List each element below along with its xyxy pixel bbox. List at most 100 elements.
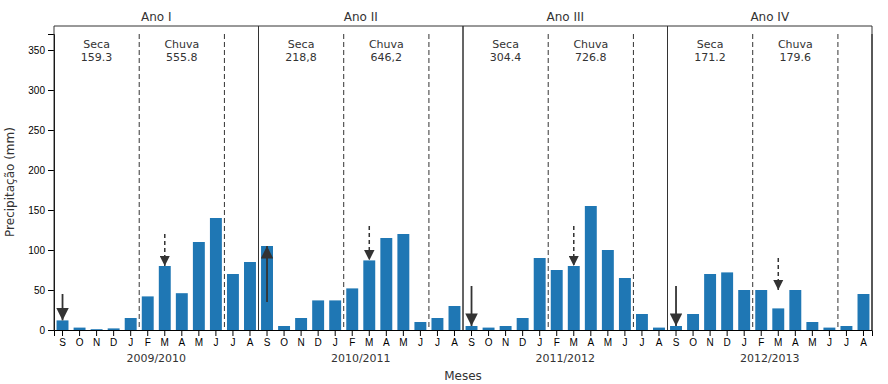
x-tick-mark — [693, 330, 694, 336]
year-label: 2009/2010 — [126, 352, 186, 365]
ano-label: Ano III — [546, 10, 584, 24]
y-tick-label: 300 — [28, 85, 45, 96]
x-tick-label: N — [706, 337, 713, 348]
x-tick-mark — [147, 330, 148, 336]
seca-label-line: 218,8 — [285, 51, 317, 64]
y-tick-mark — [48, 330, 54, 331]
x-tick-mark — [318, 330, 319, 336]
x-tick-label: M — [195, 337, 203, 348]
y-tick-mark — [48, 290, 54, 291]
seca-label-line: 159.3 — [81, 51, 113, 64]
x-tick-label: A — [178, 337, 185, 348]
y-tick-label: 200 — [28, 165, 45, 176]
x-tick-label: A — [383, 337, 390, 348]
x-tick-label: S — [59, 337, 66, 348]
ano-label: Ano II — [344, 10, 378, 24]
x-tick-label: O — [485, 337, 493, 348]
x-tick-label: D — [315, 337, 322, 348]
x-tick-label: N — [502, 337, 509, 348]
bar — [517, 318, 529, 330]
y-tick: 250 — [28, 125, 54, 136]
x-tick-label: M — [570, 337, 578, 348]
y-tick-label: 0 — [39, 325, 45, 336]
x-tick-label: F — [554, 337, 560, 348]
bar — [653, 328, 665, 330]
x-tick-mark — [727, 330, 728, 336]
x-tick: N — [502, 330, 509, 348]
x-tick-label: S — [264, 337, 271, 348]
x-tick: J — [418, 330, 423, 348]
bar — [210, 218, 222, 330]
x-tick-mark — [573, 330, 574, 336]
chuva-boundary — [224, 34, 225, 330]
x-tick-mark — [710, 330, 711, 336]
chuva-label: Chuva179.6 — [778, 38, 813, 64]
bracket-tick — [463, 26, 464, 34]
seca-label: Seca218,8 — [285, 38, 317, 64]
x-tick-mark — [761, 330, 762, 336]
x-tick-label: J — [230, 337, 235, 348]
x-tick-label: M — [399, 337, 407, 348]
x-tick-mark — [624, 330, 625, 336]
x-tick-label: J — [827, 337, 832, 348]
x-tick: D — [519, 330, 526, 348]
x-tick: F — [554, 330, 560, 348]
seca-label: Seca159.3 — [81, 38, 113, 64]
x-tick-mark — [113, 330, 114, 336]
x-tick-label: A — [860, 337, 867, 348]
x-tick-label: A — [587, 337, 594, 348]
chuva-label-line: Chuva — [573, 38, 608, 51]
x-tick-mark — [420, 330, 421, 336]
bar — [772, 308, 784, 330]
ano-label: Ano IV — [750, 10, 790, 24]
x-tick-mark — [369, 330, 370, 336]
chuva-label-line: Chuva — [369, 38, 404, 51]
x-tick-label: A — [656, 337, 663, 348]
y-tick: 0 — [39, 325, 54, 336]
bracket-tick — [258, 26, 259, 34]
x-tick: A — [247, 330, 254, 348]
x-tick-label: A — [451, 337, 458, 348]
bar — [431, 318, 443, 330]
chuva-label-line: Chuva — [778, 38, 813, 51]
x-tick-label: M — [808, 337, 816, 348]
y-axis: 050100150200250300350 — [28, 35, 54, 336]
x-axis-line — [55, 331, 873, 337]
chuva-label: Chuva726.8 — [573, 38, 608, 64]
arrow — [266, 246, 268, 302]
bracket-tick — [667, 26, 668, 34]
bar — [721, 272, 733, 330]
x-tick: J — [622, 330, 627, 348]
x-tick-label: J — [213, 337, 218, 348]
x-tick-mark — [488, 330, 489, 336]
y-tick-label: 350 — [28, 45, 45, 56]
bar — [193, 242, 205, 330]
y-tick: 350 — [28, 45, 54, 56]
arrow — [62, 294, 64, 320]
x-tick-label: M — [365, 337, 373, 348]
x-tick: A — [383, 330, 390, 348]
x-tick: J — [128, 330, 133, 348]
x-tick: M — [604, 330, 612, 348]
bar — [125, 318, 137, 330]
x-tick-label: O — [76, 337, 84, 348]
x-tick-mark — [130, 330, 131, 336]
x-tick-label: J — [128, 337, 133, 348]
arrow — [164, 234, 166, 266]
x-tick-label: A — [792, 337, 799, 348]
x-tick: N — [297, 330, 304, 348]
x-tick-mark — [454, 330, 455, 336]
bar — [500, 326, 512, 330]
bar — [704, 274, 716, 330]
year-boundary — [667, 34, 668, 330]
bar — [74, 328, 86, 330]
x-tick-mark — [590, 330, 591, 336]
chuva-boundary — [837, 34, 838, 330]
x-tick-label: S — [673, 337, 680, 348]
x-tick: O — [485, 330, 493, 348]
x-tick: M — [774, 330, 782, 348]
x-tick-label: F — [349, 337, 355, 348]
x-tick: A — [451, 330, 458, 348]
bar — [534, 258, 546, 330]
y-tick-mark — [48, 170, 54, 171]
